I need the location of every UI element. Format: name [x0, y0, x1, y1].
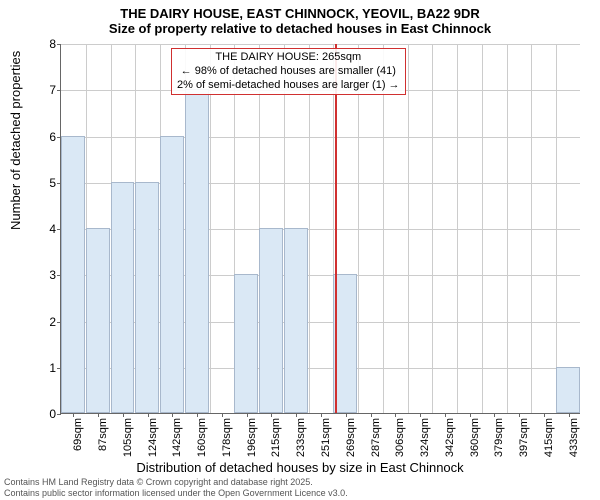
- gridline-v: [309, 44, 310, 413]
- y-tick-label: 2: [36, 315, 56, 329]
- x-tick-label: 196sqm: [246, 418, 258, 468]
- annotation-line2: ← 98% of detached houses are smaller (41…: [177, 65, 400, 79]
- chart-title-sub: Size of property relative to detached ho…: [0, 21, 600, 38]
- histogram-bar: [234, 274, 258, 413]
- annotation-box: THE DAIRY HOUSE: 265sqm ← 98% of detache…: [171, 48, 406, 95]
- x-tick-mark: [197, 413, 198, 417]
- x-tick-label: 178sqm: [221, 418, 233, 468]
- y-tick-mark: [57, 414, 61, 415]
- x-tick-mark: [247, 413, 248, 417]
- footer-line2: Contains public sector information licen…: [4, 488, 348, 498]
- y-tick-mark: [57, 90, 61, 91]
- x-tick-label: 269sqm: [345, 418, 357, 468]
- x-tick-mark: [172, 413, 173, 417]
- chart-plot-area: THE DAIRY HOUSE: 265sqm ← 98% of detache…: [60, 44, 580, 414]
- reference-line: [335, 44, 337, 413]
- x-tick-mark: [395, 413, 396, 417]
- annotation-line3: 2% of semi-detached houses are larger (1…: [177, 79, 400, 93]
- x-tick-label: 87sqm: [97, 418, 109, 468]
- gridline-v: [457, 44, 458, 413]
- footer-line1: Contains HM Land Registry data © Crown c…: [4, 477, 348, 487]
- x-tick-mark: [371, 413, 372, 417]
- x-tick-label: 124sqm: [147, 418, 159, 468]
- histogram-bar: [135, 182, 159, 413]
- histogram-bar: [111, 182, 135, 413]
- y-tick-label: 3: [36, 268, 56, 282]
- x-tick-label: 433sqm: [568, 418, 580, 468]
- y-tick-label: 5: [36, 176, 56, 190]
- x-tick-mark: [445, 413, 446, 417]
- x-tick-label: 342sqm: [444, 418, 456, 468]
- x-tick-label: 215sqm: [270, 418, 282, 468]
- x-tick-mark: [73, 413, 74, 417]
- chart-container: THE DAIRY HOUSE, EAST CHINNOCK, YEOVIL, …: [0, 0, 600, 500]
- x-tick-label: 251sqm: [320, 418, 332, 468]
- gridline-v: [482, 44, 483, 413]
- gridline-h: [61, 137, 580, 138]
- x-tick-mark: [494, 413, 495, 417]
- x-tick-mark: [271, 413, 272, 417]
- x-tick-label: 360sqm: [469, 418, 481, 468]
- histogram-bar: [259, 228, 283, 413]
- y-tick-label: 7: [36, 83, 56, 97]
- x-tick-mark: [98, 413, 99, 417]
- y-tick-label: 0: [36, 407, 56, 421]
- x-tick-mark: [321, 413, 322, 417]
- x-tick-label: 287sqm: [370, 418, 382, 468]
- histogram-bar: [185, 89, 209, 413]
- gridline-v: [531, 44, 532, 413]
- gridline-v: [408, 44, 409, 413]
- gridline-v: [556, 44, 557, 413]
- chart-footer: Contains HM Land Registry data © Crown c…: [4, 477, 348, 498]
- gridline-v: [432, 44, 433, 413]
- x-tick-label: 397sqm: [518, 418, 530, 468]
- chart-title-main: THE DAIRY HOUSE, EAST CHINNOCK, YEOVIL, …: [0, 0, 600, 21]
- x-tick-label: 160sqm: [196, 418, 208, 468]
- x-tick-label: 69sqm: [72, 418, 84, 468]
- gridline-v: [383, 44, 384, 413]
- x-tick-mark: [544, 413, 545, 417]
- x-tick-label: 233sqm: [295, 418, 307, 468]
- x-tick-mark: [470, 413, 471, 417]
- x-tick-mark: [123, 413, 124, 417]
- x-tick-mark: [346, 413, 347, 417]
- gridline-h: [61, 44, 580, 45]
- histogram-bar: [61, 136, 85, 414]
- x-tick-label: 306sqm: [394, 418, 406, 468]
- x-tick-label: 379sqm: [493, 418, 505, 468]
- x-tick-mark: [296, 413, 297, 417]
- gridline-v: [507, 44, 508, 413]
- x-tick-label: 324sqm: [419, 418, 431, 468]
- x-tick-mark: [420, 413, 421, 417]
- x-tick-label: 105sqm: [122, 418, 134, 468]
- histogram-bar: [284, 228, 308, 413]
- histogram-bar: [86, 228, 110, 413]
- x-tick-mark: [569, 413, 570, 417]
- gridline-v: [210, 44, 211, 413]
- y-tick-label: 8: [36, 37, 56, 51]
- histogram-bar: [160, 136, 184, 414]
- annotation-line1: THE DAIRY HOUSE: 265sqm: [177, 51, 400, 65]
- x-tick-label: 415sqm: [543, 418, 555, 468]
- x-tick-mark: [222, 413, 223, 417]
- y-tick-label: 4: [36, 222, 56, 236]
- x-tick-mark: [519, 413, 520, 417]
- y-tick-label: 1: [36, 361, 56, 375]
- gridline-v: [358, 44, 359, 413]
- y-tick-label: 6: [36, 130, 56, 144]
- x-tick-mark: [148, 413, 149, 417]
- x-tick-label: 142sqm: [171, 418, 183, 468]
- y-tick-mark: [57, 44, 61, 45]
- histogram-bar: [556, 367, 580, 413]
- y-axis-label: Number of detached properties: [8, 51, 23, 230]
